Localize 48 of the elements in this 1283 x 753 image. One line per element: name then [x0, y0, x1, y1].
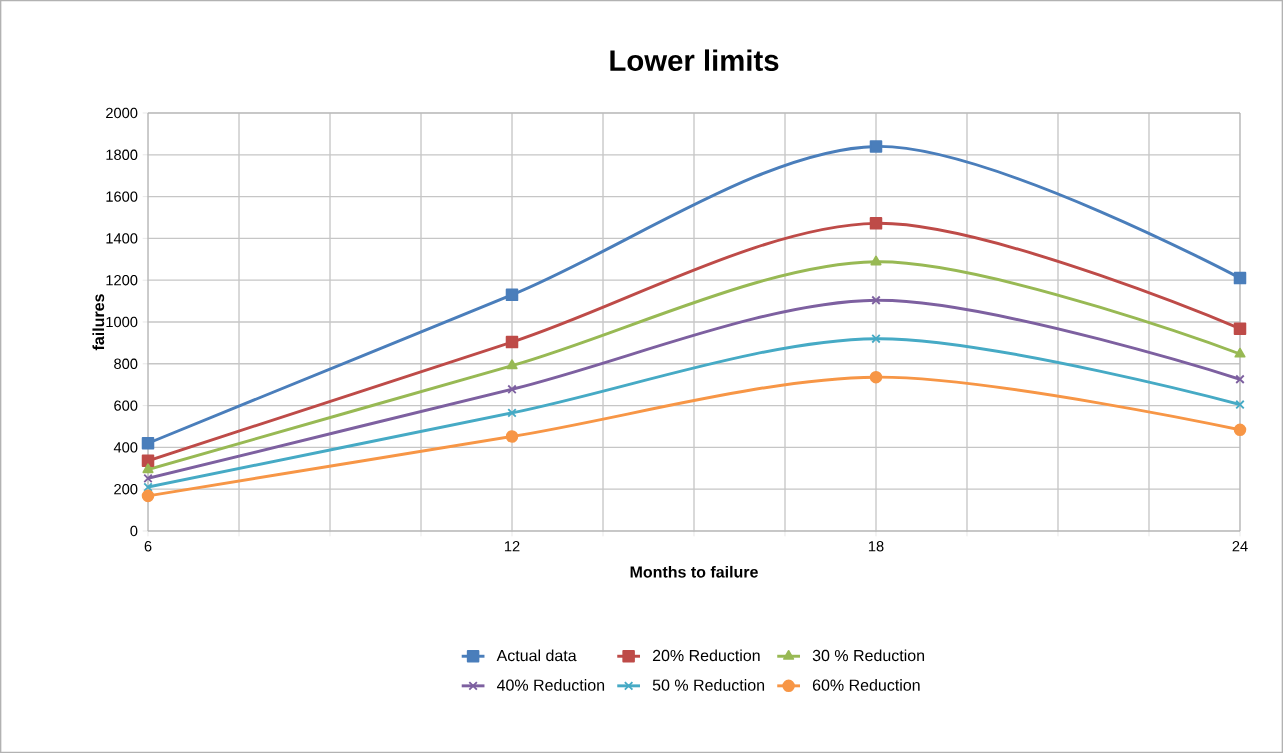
point [870, 255, 882, 266]
legend-label: 30 % Reduction [812, 649, 925, 662]
legend-label: 50 % Reduction [652, 679, 765, 691]
y-tick-label: 200 [114, 484, 138, 495]
y-tick-label: 800 [114, 358, 138, 369]
point [1233, 322, 1247, 335]
point [1235, 374, 1245, 384]
chart-title: Lower limits [610, 49, 779, 71]
y-tick-label: 1200 [106, 275, 138, 286]
point [869, 370, 883, 384]
y-tick-label: 400 [113, 442, 138, 453]
point [871, 295, 881, 305]
point [507, 408, 517, 418]
point [141, 489, 155, 503]
x-axis-title: Months to failure [630, 565, 758, 578]
point [506, 359, 518, 370]
y-tick-label: 1000 [106, 316, 138, 328]
x-tick-label: 12 [504, 541, 520, 552]
point [505, 335, 519, 349]
y-axis-title: failures [92, 294, 105, 351]
point [871, 334, 881, 344]
legend-label: 60% Reduction [812, 679, 920, 691]
legend-label: Actual data [496, 649, 577, 662]
y-tick-label: 1600 [106, 191, 138, 202]
legend-label: 40% Reduction [496, 679, 605, 691]
y-tick-label: 0 [130, 525, 138, 537]
x-tick-label: 6 [144, 541, 152, 552]
point [1233, 271, 1247, 285]
point [505, 288, 519, 302]
y-tick-label: 1400 [106, 233, 138, 244]
y-tick-label: 2000 [106, 107, 138, 119]
y-tick-label: 1800 [106, 149, 138, 160]
point [143, 482, 153, 492]
legend-label: 20% Reduction [652, 649, 760, 662]
point [142, 463, 154, 474]
point [1234, 347, 1246, 358]
point [869, 217, 883, 230]
point [1235, 399, 1245, 410]
point [869, 140, 883, 153]
point [141, 436, 155, 450]
point [1233, 423, 1247, 437]
y-tick-label: 600 [114, 400, 138, 411]
point [505, 430, 519, 443]
point [143, 473, 153, 484]
x-tick-label: 24 [1232, 541, 1248, 552]
x-tick-label: 18 [868, 541, 884, 552]
point [141, 454, 155, 468]
point [507, 384, 517, 394]
